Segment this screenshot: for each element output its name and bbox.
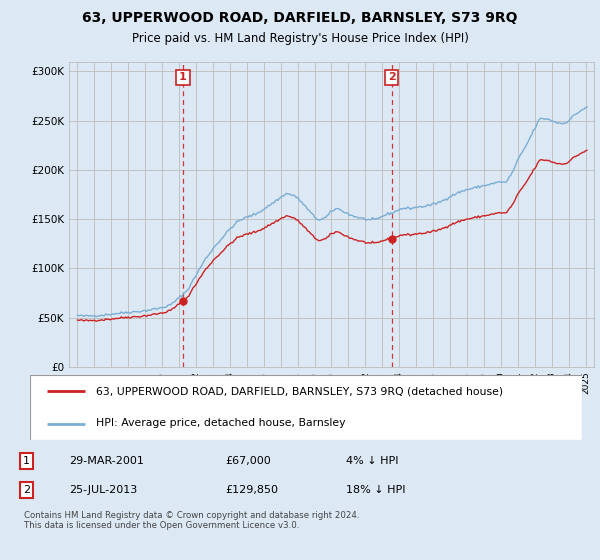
FancyBboxPatch shape	[30, 375, 582, 440]
Text: 2: 2	[23, 486, 30, 496]
Text: 4% ↓ HPI: 4% ↓ HPI	[346, 456, 398, 466]
Text: 63, UPPERWOOD ROAD, DARFIELD, BARNSLEY, S73 9RQ: 63, UPPERWOOD ROAD, DARFIELD, BARNSLEY, …	[82, 11, 518, 25]
Text: Price paid vs. HM Land Registry's House Price Index (HPI): Price paid vs. HM Land Registry's House …	[131, 32, 469, 45]
Text: Contains HM Land Registry data © Crown copyright and database right 2024.
This d: Contains HM Land Registry data © Crown c…	[23, 511, 359, 530]
Text: £67,000: £67,000	[225, 456, 271, 466]
Text: 29-MAR-2001: 29-MAR-2001	[70, 456, 145, 466]
Text: 25-JUL-2013: 25-JUL-2013	[70, 486, 138, 496]
Text: £129,850: £129,850	[225, 486, 278, 496]
Text: 18% ↓ HPI: 18% ↓ HPI	[346, 486, 406, 496]
Text: 63, UPPERWOOD ROAD, DARFIELD, BARNSLEY, S73 9RQ (detached house): 63, UPPERWOOD ROAD, DARFIELD, BARNSLEY, …	[96, 386, 503, 396]
Text: 1: 1	[179, 72, 187, 82]
Text: 1: 1	[23, 456, 30, 466]
Text: 2: 2	[388, 72, 395, 82]
Text: HPI: Average price, detached house, Barnsley: HPI: Average price, detached house, Barn…	[96, 418, 346, 428]
